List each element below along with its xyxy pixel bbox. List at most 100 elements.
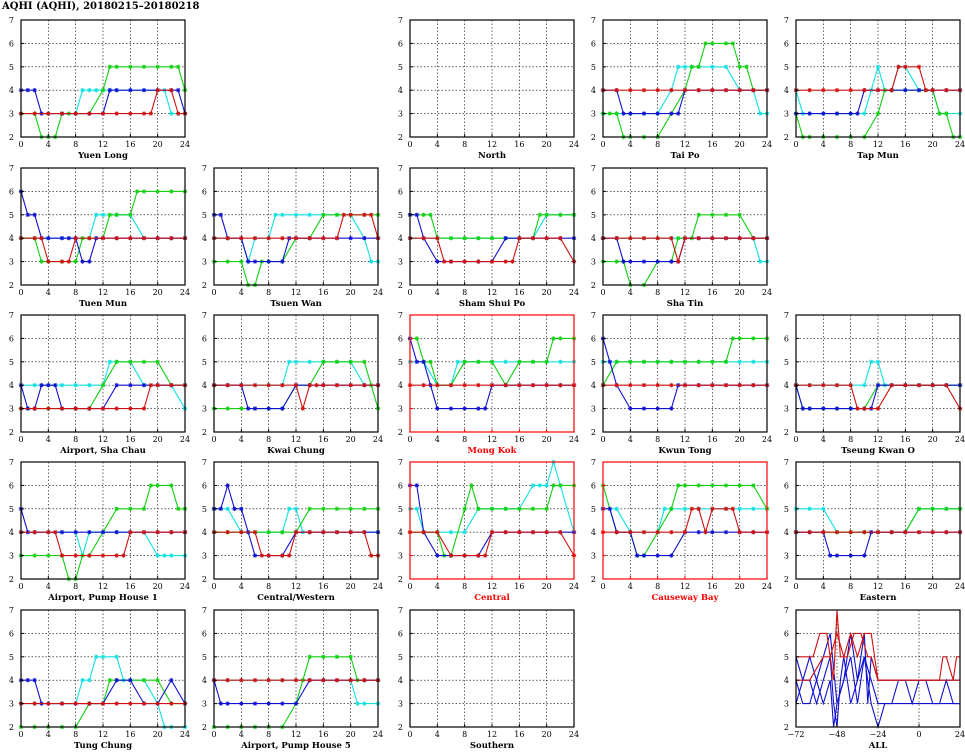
data-point — [252, 383, 258, 388]
x-tick-label: 24 — [955, 730, 965, 739]
data-point — [46, 530, 51, 535]
data-point — [862, 553, 867, 558]
station-label-airport-pump-house-5: Airport, Pump House 5 — [240, 741, 351, 751]
data-point — [225, 506, 230, 511]
data-point — [368, 553, 374, 558]
data-point — [128, 701, 133, 706]
data-point — [128, 111, 133, 116]
x-tick-label: 8 — [655, 435, 660, 444]
data-point — [669, 359, 674, 364]
data-point — [689, 64, 695, 69]
data-point — [114, 111, 119, 116]
data-point — [280, 553, 285, 558]
station-label-central-western: Central/Western — [257, 593, 335, 603]
x-tick-label: 0 — [407, 730, 412, 739]
data-point — [107, 678, 113, 683]
x-tick-label: 4 — [46, 582, 51, 591]
y-tick-label: 2 — [784, 723, 789, 732]
data-point — [621, 259, 626, 264]
data-point — [155, 530, 160, 535]
data-point — [46, 553, 51, 558]
data-point — [655, 383, 660, 388]
data-point — [252, 678, 258, 683]
x-tick-label: 16 — [125, 730, 135, 739]
data-point — [476, 406, 481, 411]
x-tick-label: 20 — [928, 435, 938, 444]
data-point — [245, 259, 251, 264]
data-point — [737, 530, 742, 535]
data-point — [489, 259, 495, 264]
data-point — [114, 359, 119, 364]
data-point — [32, 236, 37, 241]
x-tick-label: 12 — [98, 582, 108, 591]
y-tick-label: 5 — [591, 505, 596, 514]
data-point — [903, 530, 908, 535]
data-point — [25, 88, 31, 93]
y-tick-label: 4 — [398, 676, 403, 685]
data-point — [114, 406, 119, 411]
data-point — [682, 64, 688, 69]
x-tick-label: 12 — [291, 730, 301, 739]
data-point — [675, 483, 681, 488]
x-tick-label: 4 — [628, 582, 633, 591]
x-tick-label: −48 — [829, 730, 846, 739]
data-point — [114, 506, 119, 511]
series-line-blue — [214, 483, 378, 557]
data-point — [162, 553, 167, 558]
data-point — [32, 678, 37, 683]
data-point — [66, 259, 72, 264]
data-point — [710, 236, 715, 241]
data-point — [751, 530, 756, 535]
y-tick-label: 4 — [9, 86, 14, 95]
data-point — [710, 483, 715, 488]
data-point — [245, 406, 251, 411]
data-point — [614, 383, 619, 388]
data-point — [614, 111, 619, 116]
panel-all: −72 −48 −24 0 24 2 3 4 5 6 7 ALL — [784, 606, 965, 751]
y-tick-label: 3 — [202, 405, 207, 414]
data-point — [175, 88, 181, 93]
data-point — [128, 383, 133, 388]
y-tick-label: 6 — [591, 39, 596, 48]
y-tick-label: 5 — [9, 63, 14, 72]
x-tick-label: 0 — [18, 140, 23, 149]
station-label-yuen-long: Yuen Long — [77, 151, 128, 161]
data-point — [696, 506, 701, 511]
y-tick-label: 6 — [398, 481, 403, 490]
x-tick-label: 24 — [762, 435, 772, 444]
data-point — [489, 506, 495, 511]
y-tick-label: 2 — [398, 133, 403, 142]
data-point — [334, 506, 340, 511]
x-tick-label: 4 — [239, 435, 244, 444]
y-tick-label: 6 — [9, 334, 14, 343]
data-point — [462, 259, 467, 264]
data-point — [368, 259, 374, 264]
data-point — [100, 530, 106, 535]
data-point — [944, 88, 949, 93]
data-point — [641, 406, 647, 411]
data-point — [114, 654, 119, 659]
data-point — [321, 212, 326, 217]
data-point — [614, 259, 619, 264]
data-point — [421, 359, 426, 364]
y-tick-label: 5 — [784, 653, 789, 662]
y-tick-label: 7 — [202, 164, 207, 173]
data-point — [362, 383, 367, 388]
y-tick-label: 5 — [784, 63, 789, 72]
data-point — [751, 88, 756, 93]
data-point — [128, 678, 133, 683]
data-point — [530, 383, 536, 388]
data-point — [362, 359, 367, 364]
x-tick-label: 0 — [211, 582, 216, 591]
x-tick-label: 16 — [900, 582, 910, 591]
data-point — [307, 654, 312, 659]
x-tick-label: 4 — [435, 140, 440, 149]
y-tick-label: 6 — [202, 187, 207, 196]
data-point — [875, 406, 881, 411]
data-point — [537, 483, 543, 488]
station-label-tsuen-wan: Tsuen Wan — [270, 299, 322, 309]
data-point — [46, 111, 51, 116]
data-point — [489, 383, 495, 388]
series-line-blue — [602, 338, 767, 410]
x-tick-label: 20 — [542, 435, 552, 444]
